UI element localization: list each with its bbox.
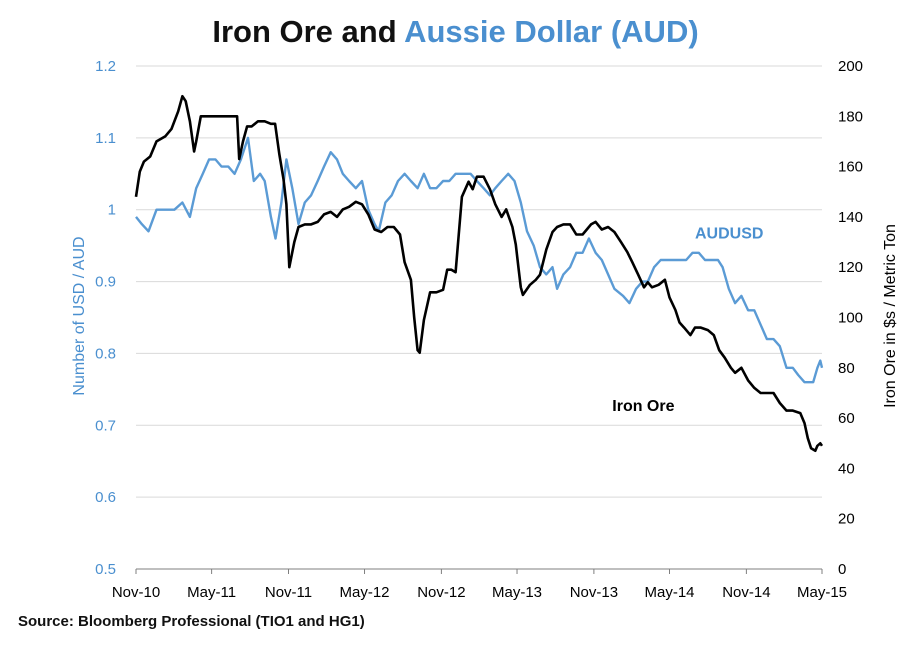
left-y-tick-label: 1 [108, 202, 116, 219]
iron-ore-line [134, 94, 824, 453]
right-y-tick-label: 0 [838, 561, 846, 578]
x-axis: Nov-10 May-11 Nov-11 May-12 Nov-12 May-13 Nov-… [112, 568, 847, 601]
right-y-tick-label: 40 [838, 460, 855, 477]
source-note: Source: Bloomberg Professional (TIO1 and… [18, 613, 365, 630]
audusd-line [135, 136, 824, 384]
annotations: AUDUSD Iron Ore [612, 225, 763, 414]
x-tick-label: Nov-14 [722, 584, 770, 601]
right-y-tick-label: 60 [838, 410, 855, 427]
x-tick-label: May-13 [492, 584, 542, 601]
left-y-tick-label: 0.5 [95, 561, 116, 578]
chart-title-part1: Iron Ore and [212, 14, 405, 49]
series-lines [134, 94, 824, 453]
right-y-tick-label: 80 [838, 360, 855, 377]
right-y-tick-label: 140 [838, 209, 863, 226]
x-tick-label: Nov-12 [417, 584, 465, 601]
x-tick-label: Nov-10 [112, 584, 160, 601]
right-y-tick-label: 20 [838, 511, 855, 528]
right-y-tick-label: 120 [838, 259, 863, 276]
left-y-axis-ticks: 0.5 0.6 0.7 0.8 0.9 1 1.1 1.2 [95, 58, 116, 578]
x-tick-label: May-12 [340, 584, 390, 601]
x-tick-label: Nov-11 [265, 584, 312, 601]
x-tick-label: May-14 [644, 584, 694, 601]
left-y-tick-label: 0.9 [95, 274, 116, 291]
left-y-tick-label: 0.7 [95, 417, 116, 434]
left-y-axis-title: Number of USD / AUD [71, 236, 88, 395]
audusd-label: AUDUSD [695, 225, 763, 242]
iron-ore-label: Iron Ore [612, 398, 674, 415]
chart-title: Iron Ore and Aussie Dollar (AUD) [0, 14, 911, 50]
left-y-tick-label: 0.6 [95, 489, 116, 506]
left-y-tick-label: 0.8 [95, 345, 116, 362]
right-y-tick-label: 100 [838, 310, 863, 327]
chart-title-part2: Aussie Dollar (AUD) [404, 14, 699, 49]
right-y-axis-ticks: 0 20 40 60 80 100 120 140 160 180 200 [838, 58, 863, 578]
right-y-tick-label: 160 [838, 159, 863, 176]
left-y-tick-label: 1.1 [95, 130, 116, 147]
x-tick-label: Nov-13 [570, 584, 618, 601]
right-y-tick-label: 180 [838, 108, 863, 125]
right-y-tick-label: 200 [838, 58, 863, 75]
x-tick-label: May-15 [797, 584, 847, 601]
x-tick-label: May-11 [187, 584, 236, 601]
gridlines [136, 65, 822, 498]
right-y-axis-title: Iron Ore in $s / Metric Ton [882, 224, 899, 408]
left-y-tick-label: 1.2 [95, 58, 116, 75]
